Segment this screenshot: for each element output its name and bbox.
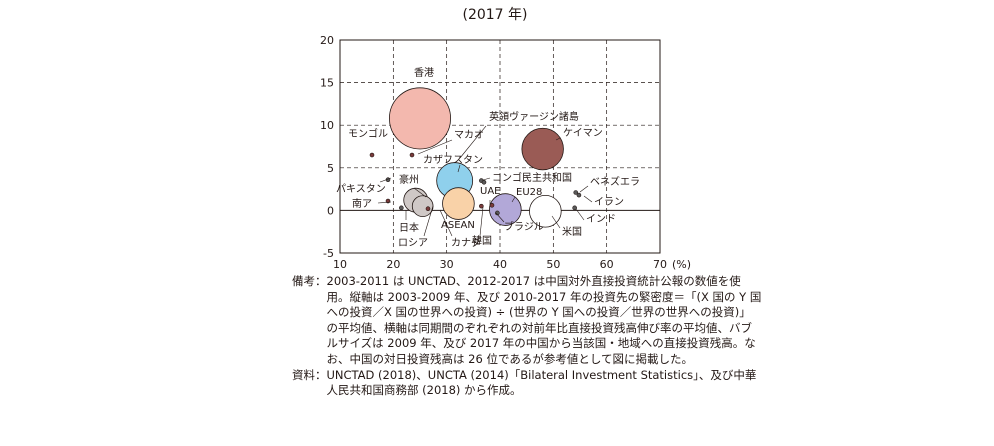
leader-line <box>457 164 461 173</box>
plot-frame <box>339 39 661 254</box>
bubble-point <box>573 190 579 195</box>
x-tick-label: 60 <box>600 258 614 271</box>
point-label: ベネズエラ <box>590 175 640 188</box>
x-unit-label: (%) <box>672 258 691 271</box>
leader-line <box>459 125 487 159</box>
leader-line <box>579 185 589 193</box>
bubble-point <box>521 127 564 171</box>
point-label: パキスタン <box>336 183 386 195</box>
bubble-point <box>495 210 500 216</box>
leader-line <box>511 196 516 203</box>
leader-line <box>377 201 392 204</box>
y-tick-label: 20 <box>320 34 334 47</box>
bubble-point <box>479 203 484 209</box>
point-label: EU28 <box>516 187 542 198</box>
leader-line <box>583 195 593 203</box>
leader-line <box>482 177 491 181</box>
bubble-point <box>576 192 582 198</box>
y-tick-label: 0 <box>327 204 334 217</box>
note-remarks: 備考： 2003-2011 は UNCTAD、2012-2017 は中国対外直接… <box>292 274 762 368</box>
point-label: UAE <box>480 186 500 197</box>
bubble-point <box>425 206 431 211</box>
point-label: 香港 <box>414 67 434 79</box>
point-label: インド <box>586 214 616 225</box>
leader-line <box>413 187 427 198</box>
leader-line <box>551 215 561 229</box>
point-label: ロシア <box>398 238 428 249</box>
point-label: カザフスタン <box>423 154 483 166</box>
bubble-point <box>389 87 451 150</box>
y-tick-label: 10 <box>320 119 334 132</box>
leader-line <box>439 209 453 237</box>
x-tick-label: 40 <box>493 258 507 271</box>
note-remarks-head: 備考： <box>292 274 327 288</box>
point-label: 韓国 <box>472 235 492 247</box>
leader-line <box>417 139 453 155</box>
leader-line <box>423 205 434 237</box>
x-tick-label: 50 <box>546 258 560 271</box>
bubble-layer <box>369 87 582 228</box>
bubble-point <box>409 152 415 158</box>
bubble-point <box>481 179 487 185</box>
bubble-point <box>411 195 434 217</box>
bubble-point <box>399 205 404 211</box>
point-label: モンゴル <box>348 127 388 140</box>
x-tick-label: 10 <box>333 258 347 271</box>
bubble-point <box>369 152 375 158</box>
point-label: 米国 <box>562 225 582 238</box>
leader-line <box>555 137 561 141</box>
x-tick-label: 20 <box>386 258 400 271</box>
bubble-point <box>489 193 522 226</box>
point-label: 英領ヴァージン諸島 <box>489 110 579 123</box>
y-tick-label: 15 <box>320 77 334 90</box>
y-tick-label: -5 <box>323 247 334 260</box>
bubble-chart: 10 20 30 40 50 60 70 (%) -5 0 5 10 15 20 香港英領ヴァージン諸島ケ… <box>320 34 691 271</box>
leader-line <box>495 212 505 223</box>
leader-line <box>479 206 484 237</box>
point-label: ブラジル <box>504 220 544 233</box>
point-label: カナダ <box>451 236 481 249</box>
point-label: ケイマン <box>563 127 603 139</box>
bubble-point <box>529 194 562 228</box>
leader-line <box>575 208 585 221</box>
note-source-head: 資料： <box>292 367 327 382</box>
leader-line <box>379 177 392 183</box>
y-tick-label: 5 <box>327 162 334 175</box>
notes-section: 備考： 2003-2011 は UNCTAD、2012-2017 は中国対外直接… <box>292 274 762 399</box>
note-source-text: UNCTAD (2018)、UNCTA (2014)「Bilateral Inv… <box>326 367 757 398</box>
point-label: 豪州 <box>399 173 419 186</box>
bubble-point <box>442 187 475 220</box>
bubble-point <box>572 205 577 211</box>
point-label: 日本 <box>399 221 419 234</box>
point-label: ASEAN <box>441 220 475 231</box>
note-remarks-text: 2003-2011 は UNCTAD、2012-2017 は中国対外直接投資統計… <box>326 274 762 366</box>
point-label: 南ア <box>352 197 372 210</box>
chart-title: (2017 年) <box>462 7 528 23</box>
axis-layer: 10 20 30 40 50 60 70 (%) -5 0 5 10 15 20 <box>320 34 691 271</box>
point-label: コンゴ民主共和国 <box>492 171 572 184</box>
x-tick-label: 30 <box>440 258 454 271</box>
note-source: 資料： UNCTAD (2018)、UNCTA (2014)「Bilateral… <box>292 368 762 399</box>
x-tick-label: 70 <box>653 258 667 271</box>
point-label: イラン <box>594 196 624 208</box>
point-label: マカオ <box>454 129 484 141</box>
bubble-point <box>489 202 495 208</box>
